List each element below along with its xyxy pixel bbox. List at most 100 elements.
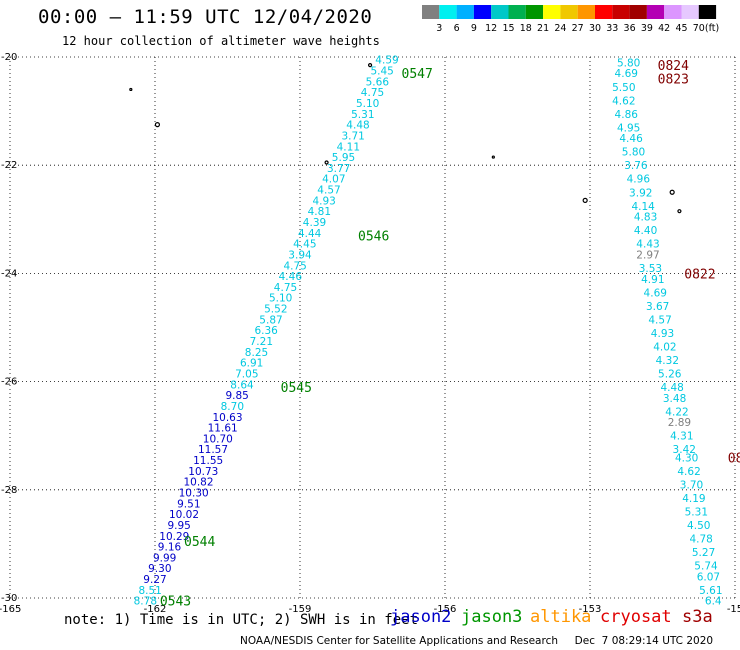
wave-height-value: 6.91 xyxy=(240,358,263,370)
wave-height-value: 9.95 xyxy=(167,520,190,532)
wave-height-value: 4.93 xyxy=(651,328,674,340)
wave-height-value: 11.61 xyxy=(208,423,238,435)
wave-height-value: 5.31 xyxy=(685,506,708,518)
y-tick-label: -28 xyxy=(1,485,17,496)
wave-height-value: 9.16 xyxy=(158,542,182,554)
colorbar-label: 33 xyxy=(606,23,618,34)
pass-time-label: 0547 xyxy=(402,67,433,82)
footer-note: note: 1) Time is in UTC; 2) SWH is in fe… xyxy=(64,612,419,628)
wave-height-value: 3.70 xyxy=(680,479,703,491)
wave-height-value: 4.32 xyxy=(656,355,679,367)
wave-height-value: 4.07 xyxy=(322,174,345,186)
credit-line: NOAA/NESDIS Center for Satellite Applica… xyxy=(240,635,714,647)
colorbar-label: 27 xyxy=(572,23,584,34)
island-marker xyxy=(367,63,373,68)
wave-height-value: 9.85 xyxy=(225,390,248,402)
colorbar-label: 39 xyxy=(641,23,653,34)
island-marker xyxy=(677,209,682,214)
wave-height-value: 4.75 xyxy=(283,260,306,272)
colorbar-swatch xyxy=(681,5,699,19)
wave-height-value: 4.02 xyxy=(653,341,676,353)
colorbar-unit: (ft) xyxy=(705,23,719,34)
wave-height-value: 5.74 xyxy=(694,561,718,573)
wave-height-value: 8.78 xyxy=(134,596,157,608)
map-title: 00:00 – 11:59 UTC 12/04/2020 xyxy=(38,6,373,28)
y-tick-label: -30 xyxy=(1,593,17,604)
wave-height-value: 4.57 xyxy=(648,314,671,326)
wave-height-value: 8.64 xyxy=(230,379,254,391)
wave-height-value: 6.4 xyxy=(705,596,722,608)
wave-height-value: 3.94 xyxy=(288,249,312,261)
colorbar-swatch xyxy=(525,5,544,19)
wave-height-value: 4.11 xyxy=(337,141,360,153)
wave-height-value: 5.10 xyxy=(269,293,292,305)
wave-height-value: 9.99 xyxy=(153,552,176,564)
x-tick-label: -165 xyxy=(0,604,21,615)
wave-height-value: 3.92 xyxy=(629,187,652,199)
wave-height-value: 7.21 xyxy=(250,336,273,348)
wave-height-value: 7.05 xyxy=(235,368,258,380)
colorbar-label: 18 xyxy=(520,23,532,34)
x-tick-label: -15 xyxy=(727,604,740,615)
wave-height-value: 5.66 xyxy=(366,76,390,88)
wave-height-value: 5.10 xyxy=(356,98,379,110)
wave-height-value: 3.53 xyxy=(639,263,662,275)
wave-height-value: 4.62 xyxy=(677,466,700,478)
wave-height-value: 4.45 xyxy=(293,239,316,251)
colorbar-swatch xyxy=(491,5,509,19)
colorbar-swatch xyxy=(560,5,578,19)
map-subtitle: 12 hour collection of altimeter wave hei… xyxy=(62,34,380,48)
wave-height-value: 10.02 xyxy=(169,509,199,521)
wave-height-value: 4.48 xyxy=(660,382,683,394)
wave-height-value: 4.43 xyxy=(636,239,659,251)
colorbar-swatch xyxy=(612,5,630,19)
legend-s3a: s3a xyxy=(682,607,713,627)
island-marker xyxy=(324,160,329,165)
x-tick-label: -156 xyxy=(434,604,457,615)
wave-height-value: 5.26 xyxy=(658,368,682,380)
colorbar-swatch xyxy=(456,5,474,19)
colorbar-label: 6 xyxy=(454,23,460,34)
colorbar-label: 3 xyxy=(436,23,442,34)
wave-height-value: 10.73 xyxy=(188,466,218,478)
wave-height-value: 4.22 xyxy=(665,406,688,418)
wave-height-value: 4.86 xyxy=(615,109,639,121)
colorbar-swatch xyxy=(508,5,526,19)
legend-cryosat: cryosat xyxy=(600,607,672,627)
colorbar-label: 45 xyxy=(675,23,687,34)
colorbar-swatch xyxy=(595,5,613,19)
wave-height-colorbar: 3 6 9 12 15 18 21 24 27 30 33 36 39 42 45 70 (ft) xyxy=(422,5,719,34)
wave-height-value: 10.63 xyxy=(212,412,242,424)
wave-height-value: 3.42 xyxy=(673,444,696,456)
colorbar-label: 15 xyxy=(502,23,514,34)
island-marker xyxy=(582,197,588,203)
wave-height-value: 2.97 xyxy=(636,249,659,261)
colorbar-swatch xyxy=(698,5,717,19)
wave-height-value: 9.27 xyxy=(143,574,166,586)
legend-altika: altika xyxy=(530,607,592,627)
wave-height-value: 5.80 xyxy=(622,147,645,159)
wave-height-value: 10.30 xyxy=(179,488,209,500)
wave-height-value: 6.07 xyxy=(697,571,720,583)
wave-height-value: 4.59 xyxy=(375,55,398,67)
y-tick-label: -22 xyxy=(1,160,17,171)
wave-height-value: 4.19 xyxy=(682,493,705,505)
wave-height-value: 4.75 xyxy=(361,87,384,99)
wave-height-value: 4.57 xyxy=(317,185,340,197)
wave-height-value: 4.30 xyxy=(675,452,698,464)
pass-time-label: 0822 xyxy=(684,267,715,282)
x-tick-label: -159 xyxy=(289,604,312,615)
wave-height-value: 4.96 xyxy=(627,174,651,186)
colorbar-swatch xyxy=(629,5,647,19)
colorbar-swatch xyxy=(543,5,561,19)
wave-height-value: 8.25 xyxy=(245,347,268,359)
wave-height-value: 4.62 xyxy=(612,95,635,107)
colorbar-swatch xyxy=(577,5,595,19)
wave-height-value: 5.95 xyxy=(332,152,355,164)
wave-height-value: 5.31 xyxy=(351,109,374,121)
wave-height-value: 10.70 xyxy=(203,433,233,445)
wave-height-value: 4.39 xyxy=(303,217,326,229)
legend-jason2: jason2 xyxy=(390,607,452,627)
wave-height-value: 3.76 xyxy=(624,160,648,172)
wave-height-value: 5.45 xyxy=(370,66,393,78)
